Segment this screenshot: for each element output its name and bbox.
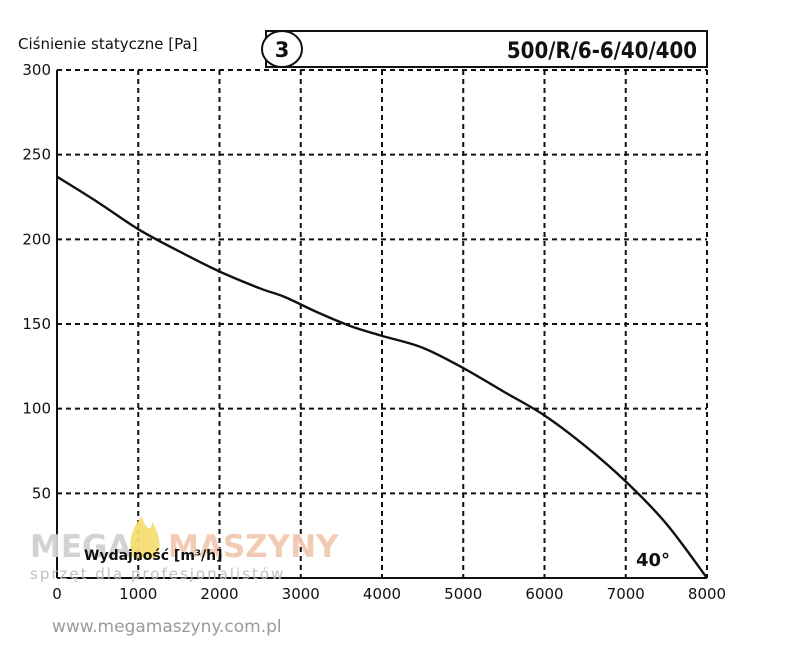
x-tick-label: 3000 (282, 585, 320, 603)
x-tick-label: 5000 (444, 585, 482, 603)
watermark-brand-right: MASZYNY (168, 529, 339, 565)
watermark-brand-left: MEGA (30, 529, 131, 565)
grid-lines (57, 69, 708, 578)
pressure-flow-curve (56, 175, 708, 579)
y-axis-title: Ciśnienie statyczne [Pa] (18, 35, 198, 53)
y-tick-label: 250 (22, 146, 51, 164)
watermark-logo: MEGA MASZYNY sprzęt dla profesjonalistów (30, 516, 339, 583)
curve-number-text: 3 (275, 38, 290, 62)
watermark-tagline: sprzęt dla profesjonalistów (30, 565, 285, 583)
blade-angle-label: 40° (636, 550, 670, 571)
x-tick-label: 0 (52, 585, 62, 603)
x-tick-label: 4000 (363, 585, 401, 603)
model-header-box (265, 30, 708, 68)
x-axis-title: Wydajność [m³/h] (84, 548, 223, 564)
x-tick-label: 2000 (200, 585, 238, 603)
flame-icon (130, 516, 160, 558)
y-tick-label: 50 (32, 484, 51, 502)
x-tick-labels: 0 1000 2000 3000 4000 5000 6000 7000 8000 (52, 585, 726, 603)
curve-number-badge (261, 30, 303, 68)
y-tick-label: 300 (22, 61, 51, 79)
y-tick-labels: 50 100 150 200 250 300 (22, 61, 51, 502)
x-tick-label: 6000 (525, 585, 563, 603)
y-tick-label: 100 (22, 400, 51, 418)
x-tick-label: 7000 (607, 585, 645, 603)
model-code: 500/R/6-6/40/400 (507, 39, 697, 64)
y-tick-label: 200 (22, 230, 51, 248)
x-tick-label: 8000 (688, 585, 726, 603)
website-url: www.megamaszyny.com.pl (52, 617, 282, 637)
y-tick-label: 150 (22, 315, 51, 333)
x-tick-label: 1000 (119, 585, 157, 603)
